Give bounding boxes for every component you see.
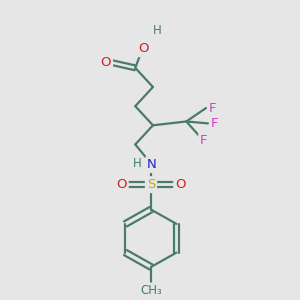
Text: F: F [209, 102, 217, 115]
Text: N: N [147, 158, 157, 171]
Text: F: F [211, 117, 218, 130]
Text: H: H [152, 24, 161, 37]
Text: S: S [147, 178, 155, 191]
Text: F: F [200, 134, 208, 147]
Text: H: H [133, 157, 142, 170]
Text: O: O [138, 42, 148, 55]
Text: O: O [116, 178, 127, 191]
Text: O: O [175, 178, 186, 191]
Text: O: O [100, 56, 111, 69]
Text: CH₃: CH₃ [140, 284, 162, 297]
